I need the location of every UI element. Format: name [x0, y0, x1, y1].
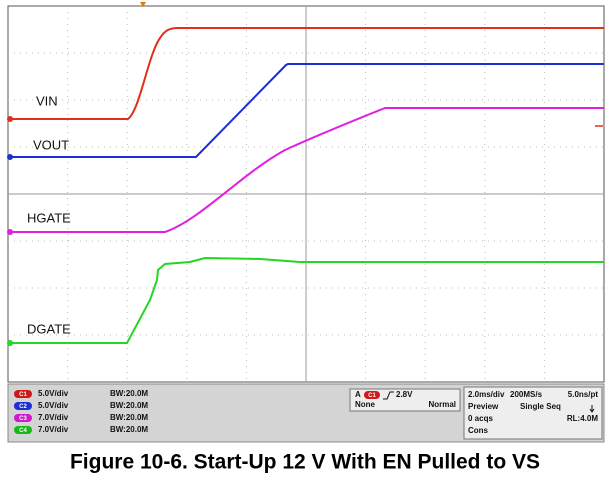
trigger-coupling: None: [355, 400, 376, 409]
figure-caption: Figure 10-6. Start-Up 12 V With EN Pulle…: [70, 451, 540, 474]
trigger-level: 2.8V: [396, 390, 413, 399]
sample-rate: 200MS/s: [510, 390, 543, 399]
channel-badge: [14, 402, 32, 410]
trigger-position-marker: [140, 2, 146, 7]
channel-scale: 5.0V/div: [38, 401, 69, 410]
channel-bandwidth: BW:20.0M: [110, 425, 148, 434]
acq-count: 0 acqs: [468, 414, 493, 423]
trace-label: VIN: [36, 93, 58, 108]
dgate-trace: [8, 256, 604, 344]
acq-state: Preview: [468, 402, 499, 411]
channel-badge: [14, 426, 32, 434]
ch2-marker: [7, 154, 13, 160]
hgate-trace: [8, 107, 604, 233]
ch3-marker: [7, 229, 13, 235]
channel-bandwidth: BW:20.0M: [110, 413, 148, 422]
vout-trace: [8, 63, 604, 158]
channel-id: C2: [19, 404, 27, 410]
channel-id: C4: [19, 428, 27, 434]
record-length: RL:4.0M: [567, 414, 598, 423]
trigger-source: A: [355, 390, 361, 399]
channel-badge: [14, 390, 32, 398]
channel-id: C1: [19, 392, 27, 398]
channel-bandwidth: BW:20.0M: [110, 389, 148, 398]
trace-label: DGATE: [27, 321, 71, 336]
ch4-marker: [7, 340, 13, 346]
trigger-mode: Normal: [428, 400, 456, 409]
vin-trace: [8, 27, 604, 120]
resolution: 5.0ns/pt: [568, 390, 599, 399]
run-mode: Single Seq: [520, 402, 561, 411]
grid: [8, 6, 604, 382]
trace-label: VOUT: [33, 137, 69, 152]
trigger-channel: C1: [368, 393, 376, 399]
arrow-icon: [589, 405, 595, 413]
ch1-marker: [7, 116, 13, 122]
timebase: 2.0ms/div: [468, 390, 505, 399]
channel-bandwidth: BW:20.0M: [110, 401, 148, 410]
channel-scale: 7.0V/div: [38, 425, 69, 434]
trace-label: HGATE: [27, 210, 71, 225]
acq-status: Cons: [468, 426, 489, 435]
channel-id: C3: [19, 416, 27, 422]
acquisition-box: [463, 386, 603, 440]
channel-list: C1 5.0V/div BW:20.0M C2 5.0V/div BW:20.0M C3 7.…: [14, 389, 148, 434]
trigger-badge: [364, 391, 380, 399]
channel-scale: 7.0V/div: [38, 413, 69, 422]
channel-scale: 5.0V/div: [38, 389, 69, 398]
edge-icon: [383, 391, 394, 400]
channel-badge: [14, 414, 32, 422]
